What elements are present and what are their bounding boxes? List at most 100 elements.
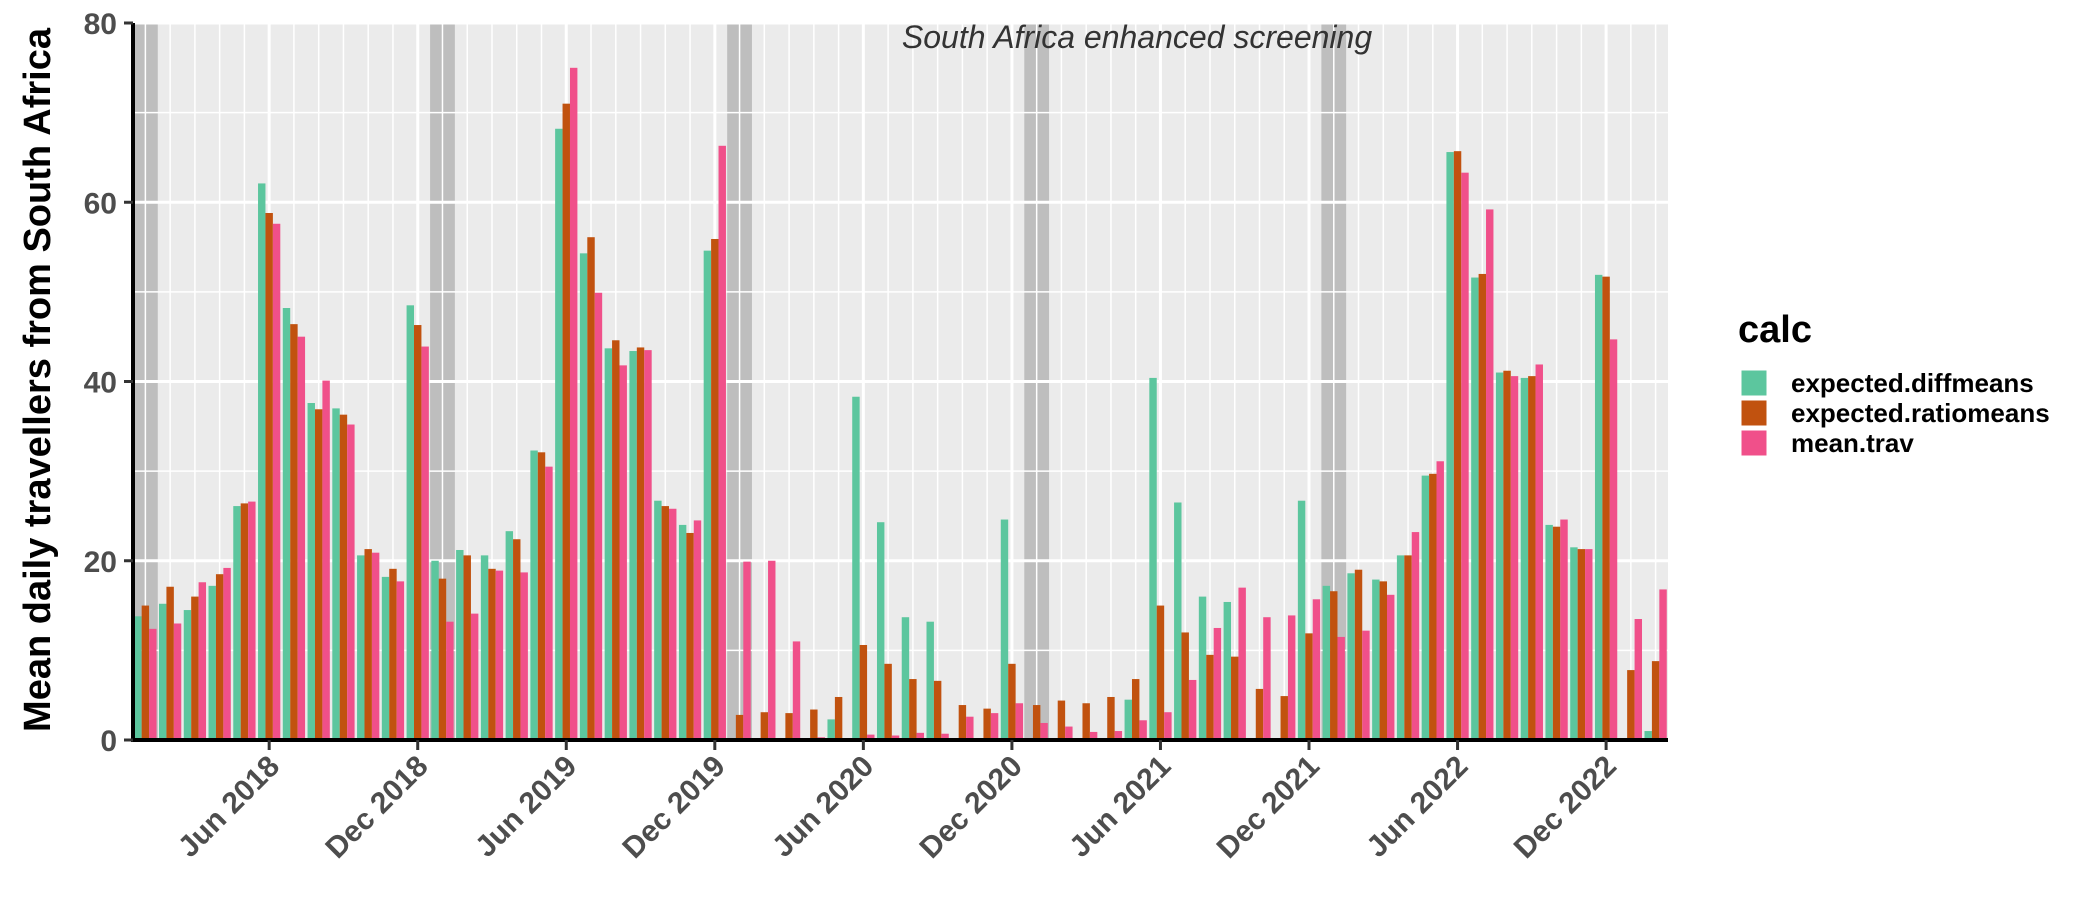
bar-expected-ratiomeans bbox=[1429, 473, 1437, 740]
bar-expected-diffmeans bbox=[1644, 731, 1652, 740]
bar-expected-diffmeans bbox=[1223, 601, 1232, 740]
bar-mean-trav bbox=[1040, 722, 1048, 740]
bar-expected-diffmeans bbox=[926, 621, 934, 740]
bar-expected-diffmeans bbox=[1495, 372, 1504, 740]
bar-expected-ratiomeans bbox=[760, 712, 769, 740]
bar-expected-diffmeans bbox=[1421, 475, 1430, 740]
bar-expected-ratiomeans bbox=[958, 705, 967, 740]
bar-expected-diffmeans bbox=[1347, 573, 1355, 740]
bar-expected-ratiomeans bbox=[265, 213, 273, 740]
bar-expected-ratiomeans bbox=[1107, 696, 1115, 740]
bar-mean-trav bbox=[1386, 594, 1395, 740]
bar-expected-ratiomeans bbox=[537, 452, 546, 740]
bar-expected-diffmeans bbox=[1471, 277, 1479, 740]
bar-mean-trav bbox=[1238, 587, 1246, 740]
bar-expected-diffmeans bbox=[530, 450, 538, 740]
bar-expected-ratiomeans bbox=[834, 696, 843, 740]
bar-mean-trav bbox=[223, 567, 231, 740]
bar-mean-trav bbox=[396, 581, 405, 740]
y-tick-label: 20 bbox=[84, 546, 117, 579]
bar-expected-diffmeans bbox=[1198, 596, 1207, 740]
bar-mean-trav bbox=[149, 628, 157, 740]
bar-expected-ratiomeans bbox=[240, 503, 249, 740]
bar-expected-ratiomeans bbox=[1082, 703, 1090, 740]
x-tick-label: Jun 2019 bbox=[469, 750, 583, 864]
bar-expected-diffmeans bbox=[134, 616, 142, 740]
y-tick-label: 60 bbox=[84, 187, 117, 220]
bar-mean-trav bbox=[198, 582, 207, 740]
annotation-label: South Africa enhanced screening bbox=[902, 19, 1372, 55]
bar-expected-diffmeans bbox=[1594, 274, 1603, 740]
bar-mean-trav bbox=[470, 613, 479, 740]
bar-mean-trav bbox=[1535, 364, 1543, 740]
bar-expected-ratiomeans bbox=[1255, 688, 1264, 740]
bar-mean-trav bbox=[594, 292, 603, 740]
bar-expected-diffmeans bbox=[579, 253, 588, 740]
bar-mean-trav bbox=[495, 570, 504, 740]
bar-mean-trav bbox=[743, 561, 751, 740]
bar-expected-diffmeans bbox=[381, 576, 390, 740]
bar-mean-trav bbox=[1585, 549, 1593, 740]
bar-mean-trav bbox=[1164, 712, 1172, 740]
bar-expected-diffmeans bbox=[852, 396, 860, 740]
bar-expected-diffmeans bbox=[480, 555, 489, 740]
legend-title: calc bbox=[1738, 309, 1812, 351]
bar-mean-trav bbox=[966, 716, 974, 740]
bar-expected-ratiomeans bbox=[983, 708, 991, 740]
x-tick-label: Dec 2019 bbox=[616, 750, 731, 865]
bar-expected-diffmeans bbox=[431, 560, 439, 740]
bar-expected-diffmeans bbox=[456, 549, 464, 740]
bar-expected-ratiomeans bbox=[290, 324, 298, 740]
bar-mean-trav bbox=[1659, 589, 1667, 740]
bar-expected-ratiomeans bbox=[1379, 581, 1387, 740]
bar-expected-ratiomeans bbox=[735, 714, 744, 740]
bar-mean-trav bbox=[421, 346, 429, 740]
bar-expected-ratiomeans bbox=[364, 549, 372, 740]
bar-expected-diffmeans bbox=[654, 500, 662, 740]
bar-expected-diffmeans bbox=[307, 403, 315, 740]
bar-mean-trav bbox=[867, 734, 875, 740]
x-tick-label: Jun 2020 bbox=[766, 750, 880, 864]
bar-expected-ratiomeans bbox=[1651, 661, 1660, 740]
bar-expected-ratiomeans bbox=[711, 238, 719, 740]
bar-expected-ratiomeans bbox=[1057, 700, 1066, 740]
bars bbox=[134, 67, 1667, 741]
x-tick-label: Dec 2022 bbox=[1508, 750, 1623, 865]
bar-expected-ratiomeans bbox=[463, 555, 471, 740]
bar-mean-trav bbox=[1263, 617, 1271, 740]
bar-expected-ratiomeans bbox=[1354, 569, 1363, 740]
bar-expected-diffmeans bbox=[1545, 524, 1553, 740]
legend-swatch bbox=[1740, 369, 1768, 397]
bar-mean-trav bbox=[1065, 726, 1073, 740]
legend-label: mean.trav bbox=[1791, 428, 1914, 458]
bar-expected-diffmeans bbox=[827, 719, 835, 740]
bar-expected-ratiomeans bbox=[191, 596, 199, 740]
bar-expected-diffmeans bbox=[629, 351, 637, 740]
bar-expected-ratiomeans bbox=[1453, 151, 1462, 740]
bar-mean-trav bbox=[792, 641, 801, 740]
bar-mean-trav bbox=[718, 145, 726, 740]
bar-expected-ratiomeans bbox=[1181, 632, 1189, 740]
bar-expected-diffmeans bbox=[1372, 579, 1380, 740]
bar-mean-trav bbox=[248, 501, 256, 740]
bar-expected-diffmeans bbox=[555, 128, 563, 740]
bar-expected-ratiomeans bbox=[1131, 679, 1140, 740]
bar-expected-ratiomeans bbox=[1577, 549, 1586, 740]
bar-expected-ratiomeans bbox=[1156, 605, 1165, 740]
bar-mean-trav bbox=[371, 552, 380, 740]
bar-expected-diffmeans bbox=[233, 506, 241, 740]
x-tick-label: Jun 2022 bbox=[1360, 750, 1474, 864]
x-tick-label: Jun 2021 bbox=[1063, 750, 1177, 864]
bar-expected-ratiomeans bbox=[339, 414, 348, 740]
bar-expected-ratiomeans bbox=[488, 568, 496, 740]
bar-mean-trav bbox=[297, 336, 306, 740]
bar-mean-trav bbox=[1411, 532, 1420, 740]
legend-label: expected.diffmeans bbox=[1791, 368, 2034, 398]
bar-expected-diffmeans bbox=[406, 305, 415, 740]
legend-swatch bbox=[1740, 399, 1768, 427]
bar-expected-ratiomeans bbox=[1280, 696, 1288, 740]
bar-expected-diffmeans bbox=[1322, 585, 1331, 740]
bar-mean-trav bbox=[1089, 731, 1098, 740]
